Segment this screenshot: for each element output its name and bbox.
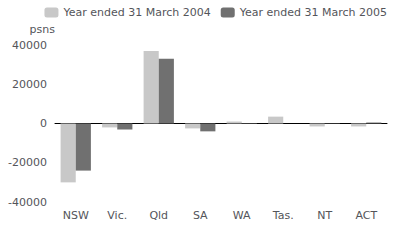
svg-text:WA: WA [233, 209, 251, 222]
svg-text:Vic.: Vic. [107, 209, 127, 222]
svg-text:psns: psns [30, 23, 56, 36]
svg-text:Year ended 31 March 2004: Year ended 31 March 2004 [62, 6, 210, 19]
svg-text:SA: SA [193, 209, 208, 222]
svg-text:-40000: -40000 [8, 196, 47, 209]
svg-text:20000: 20000 [12, 78, 47, 91]
svg-text:Qld: Qld [149, 209, 168, 222]
svg-text:NSW: NSW [63, 209, 89, 222]
svg-text:-20000: -20000 [8, 156, 47, 169]
svg-text:ACT: ACT [355, 209, 377, 222]
svg-text:Tas.: Tas. [272, 209, 294, 222]
svg-text:Year ended 31 March 2005: Year ended 31 March 2005 [239, 6, 387, 19]
svg-text:40000: 40000 [12, 39, 47, 52]
svg-text:NT: NT [317, 209, 332, 222]
svg-text:0: 0 [40, 117, 47, 130]
